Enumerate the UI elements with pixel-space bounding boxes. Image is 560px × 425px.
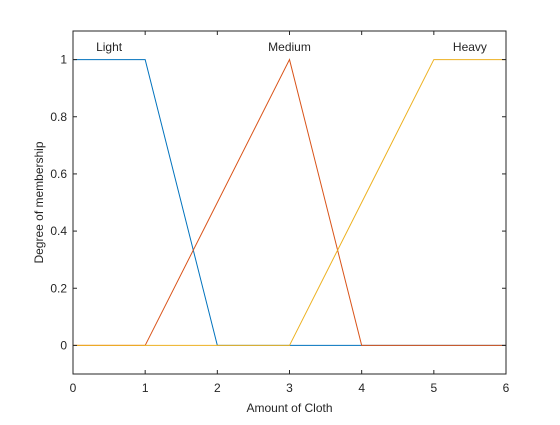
x-tick-label: 0 <box>70 381 77 395</box>
x-tick-label: 4 <box>358 381 365 395</box>
y-tick-label: 0 <box>60 338 67 352</box>
x-tick-label: 6 <box>503 381 510 395</box>
mf-label-heavy: Heavy <box>453 40 487 54</box>
mf-label-light: Light <box>96 40 123 54</box>
y-tick-label: 1 <box>60 53 67 67</box>
x-tick-label: 3 <box>286 381 293 395</box>
x-axis-title: Amount of Cloth <box>246 401 332 415</box>
x-tick-label: 2 <box>214 381 221 395</box>
mf-label-medium: Medium <box>268 40 311 54</box>
y-tick-label: 0.8 <box>50 110 67 124</box>
y-axis-title: Degree of membership <box>32 141 46 263</box>
y-tick-label: 0.4 <box>50 224 67 238</box>
y-tick-label: 0.6 <box>50 167 67 181</box>
x-tick-label: 1 <box>142 381 149 395</box>
series-line-heavy <box>73 59 506 346</box>
tick-layer: 0 1 2 3 4 5 6 0 0.2 0.4 0.6 0.8 1 <box>50 31 510 395</box>
plot-background <box>73 31 506 374</box>
mf-label-layer: Light Medium Heavy <box>96 40 487 54</box>
series-layer <box>73 58 506 346</box>
y-tick-label: 0.2 <box>50 281 67 295</box>
x-tick-label: 5 <box>430 381 437 395</box>
